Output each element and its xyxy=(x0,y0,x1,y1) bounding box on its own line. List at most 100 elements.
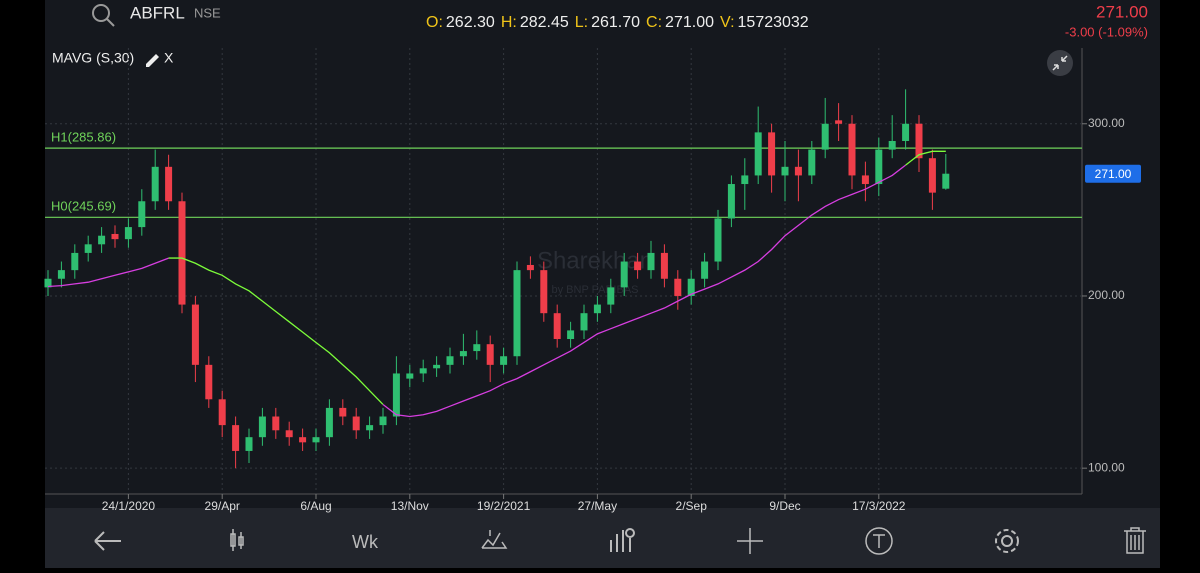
ohlcv-value: 15723032 xyxy=(738,14,809,31)
candle-body xyxy=(57,270,65,279)
last-price: 271.00 xyxy=(1096,2,1148,21)
candle-body xyxy=(513,270,521,357)
candle-body xyxy=(821,123,829,150)
indicator-label[interactable]: MAVG (S,30) xyxy=(52,50,134,66)
level-label: H0(245.69) xyxy=(51,199,116,214)
moving-average xyxy=(905,150,946,166)
ohlcv-value: 261.70 xyxy=(591,14,640,31)
price-tag-label: 271.00 xyxy=(1095,167,1132,181)
moving-average xyxy=(382,164,906,418)
candle-body xyxy=(727,184,735,219)
candle-body xyxy=(902,123,910,141)
candle-body xyxy=(674,278,682,296)
collapse-icon[interactable] xyxy=(1047,50,1073,76)
x-tick-label: 27/May xyxy=(578,499,617,513)
x-tick-label: 17/3/2022 xyxy=(852,499,906,513)
candle-body xyxy=(794,166,802,176)
candle-body xyxy=(459,351,467,357)
ohlcv: O: 262.30 H: 282.45 L: 261.70 C: 271.00 V: 157230… xyxy=(426,14,809,31)
watermark: Sharekhan xyxy=(537,247,653,274)
crosshair-button[interactable] xyxy=(737,528,763,554)
chart-type-button[interactable] xyxy=(230,529,244,551)
candle-body xyxy=(634,261,642,271)
y-tick-label: 300.00 xyxy=(1088,116,1125,130)
candle-body xyxy=(178,201,186,305)
candle-body xyxy=(861,175,869,185)
text-button[interactable] xyxy=(865,527,893,555)
candle-body xyxy=(741,175,749,185)
candle-body xyxy=(593,304,601,314)
candle-body xyxy=(928,158,936,193)
candle-body xyxy=(205,364,213,400)
candle-body xyxy=(768,132,776,176)
candle-body xyxy=(138,201,146,228)
x-tick-label: 19/2/2021 xyxy=(477,499,531,513)
candle-body xyxy=(526,264,534,271)
draw-button[interactable] xyxy=(481,530,508,549)
ohlcv-label: V: xyxy=(720,14,735,31)
ohlcv-label: L: xyxy=(575,14,588,31)
candle-body xyxy=(352,416,360,431)
app-background xyxy=(45,0,1160,568)
back-button[interactable] xyxy=(94,531,121,551)
candle-body xyxy=(392,373,400,417)
candle-body xyxy=(71,252,79,271)
candle-body xyxy=(754,132,762,176)
candle-body xyxy=(888,140,896,150)
plot: 100.00 200.00 300.00 24/1/2020 29/Apr 6/Aug 13… xyxy=(44,48,1141,513)
candle-body xyxy=(339,407,347,417)
x-tick-label: 2/Sep xyxy=(676,499,708,513)
x-tick-label: 13/Nov xyxy=(391,499,429,513)
moving-average xyxy=(47,257,169,288)
candle-body xyxy=(620,261,628,288)
candle-body xyxy=(942,173,950,189)
edit-icon[interactable] xyxy=(146,54,159,67)
watermark-sub: by BNP PARIBAS xyxy=(551,284,638,296)
candle-body xyxy=(379,416,387,426)
candle-body xyxy=(540,270,548,314)
x-tick-label: 6/Aug xyxy=(300,499,331,513)
candle-body xyxy=(701,261,709,279)
candle-body xyxy=(607,287,615,305)
toolbar xyxy=(45,508,1160,568)
y-tick-label: 100.00 xyxy=(1088,460,1125,474)
candle-body xyxy=(446,356,454,365)
candle-body xyxy=(299,437,307,443)
candle-body xyxy=(151,166,159,202)
candle-body xyxy=(124,227,132,240)
search-icon[interactable] xyxy=(92,4,115,27)
candle-body xyxy=(781,166,789,176)
candle-body xyxy=(580,313,588,331)
indicators-button[interactable] xyxy=(610,528,635,552)
indicator-remove[interactable]: X xyxy=(164,50,174,66)
candle-body xyxy=(500,356,508,365)
candle-body xyxy=(808,149,816,176)
level-label: H1(285.86) xyxy=(51,130,116,145)
delete-button[interactable] xyxy=(1124,527,1146,554)
candle-body xyxy=(553,313,561,340)
candle-body xyxy=(567,330,575,340)
timeframe-button[interactable]: Wk xyxy=(352,532,379,552)
candle-body xyxy=(232,425,240,451)
candle-body xyxy=(191,304,199,365)
candle-body xyxy=(84,244,92,253)
x-tick-label: 9/Dec xyxy=(769,499,800,513)
candle-body xyxy=(714,218,722,262)
candle-body xyxy=(44,278,52,288)
candle-body xyxy=(312,437,320,443)
ohlcv-label: H: xyxy=(501,14,517,31)
candle-body xyxy=(419,368,427,374)
candle-body xyxy=(473,344,481,352)
candle-body xyxy=(486,344,494,365)
x-tick-label: 24/1/2020 xyxy=(102,499,156,513)
symbol[interactable]: ABFRL xyxy=(130,3,185,22)
candle-body xyxy=(285,430,293,438)
settings-button[interactable] xyxy=(995,529,1019,553)
candle-body xyxy=(165,166,173,202)
ohlcv-label: C: xyxy=(646,14,662,31)
candle-body xyxy=(875,149,883,185)
ohlcv-label: O: xyxy=(426,14,443,31)
ohlcv-value: 271.00 xyxy=(665,14,714,31)
